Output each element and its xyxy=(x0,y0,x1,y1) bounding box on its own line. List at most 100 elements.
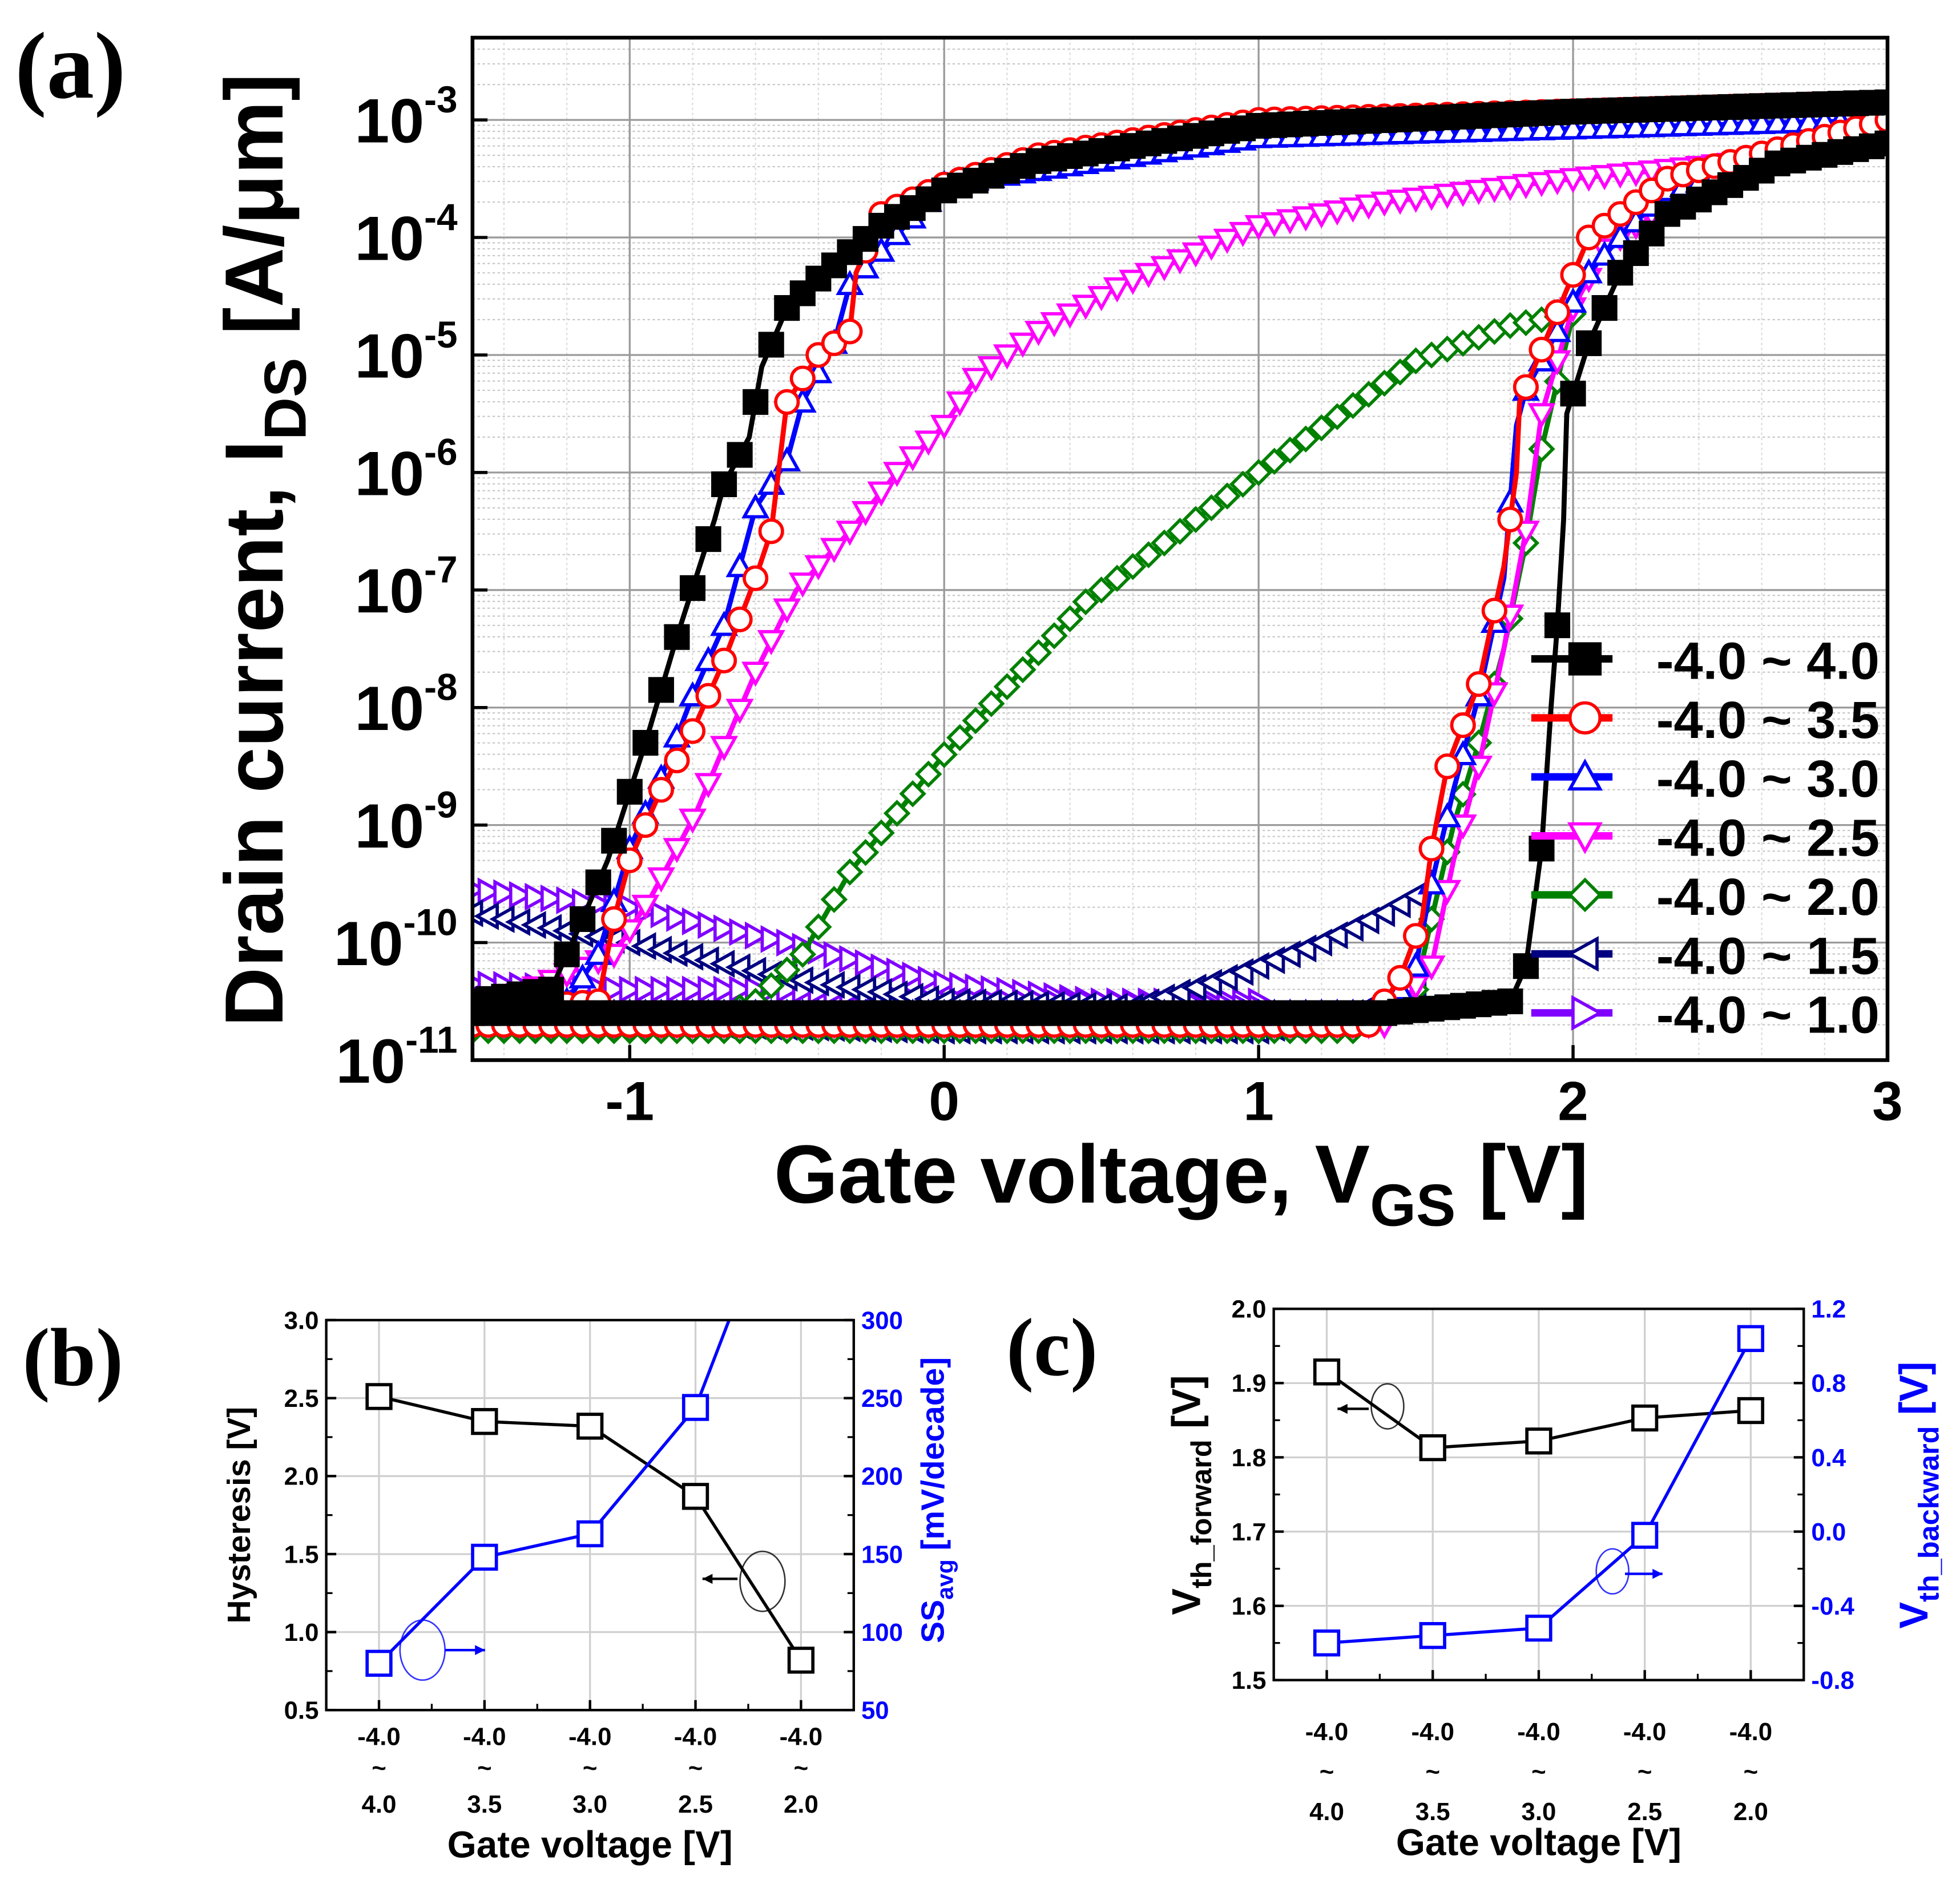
data-point xyxy=(977,356,1006,382)
data-point xyxy=(837,318,863,345)
y-axis-title-left: Hysteresis [V] xyxy=(221,1407,257,1624)
series-Vth_backward xyxy=(1313,1325,1765,1657)
data-point xyxy=(1543,170,1572,196)
y-tick-base: 10 xyxy=(354,439,424,509)
legend-item: -4.0 ~ 4.0 xyxy=(1531,632,1880,690)
data-point xyxy=(713,975,739,1004)
legend-marker xyxy=(1567,877,1603,913)
data-point xyxy=(681,1483,709,1510)
y-tick-base: 10 xyxy=(354,556,424,626)
data-point xyxy=(648,677,674,703)
panel-c-threshold-voltage: 1.5 -0.8 1.6 -0.4 1.7 0.0 1.8 0.4 1.9 0.8 2.0 1.2 -4… xyxy=(1164,1296,1945,1863)
data-point xyxy=(556,886,582,914)
data-point xyxy=(787,1647,815,1674)
series-Hysteresis xyxy=(365,1383,815,1674)
data-point xyxy=(647,867,675,893)
plot-frame xyxy=(325,1318,855,1712)
data-point xyxy=(585,869,611,895)
y-tick-base: 10 xyxy=(354,674,424,744)
data-point xyxy=(1056,303,1084,329)
legend-label: -4.0 ~ 3.5 xyxy=(1656,691,1880,749)
x-category-label-line: 2.0 xyxy=(784,1790,818,1818)
data-point xyxy=(918,965,943,994)
data-point xyxy=(713,914,739,943)
data-point xyxy=(757,972,785,999)
data-point xyxy=(570,906,596,932)
data-point xyxy=(1874,89,1888,115)
data-point xyxy=(820,886,848,913)
data-point xyxy=(1525,1427,1552,1455)
data-point xyxy=(1527,172,1556,197)
y-axis-title-right-tail: [mV/decade] xyxy=(914,1357,951,1559)
data-point xyxy=(1313,1358,1341,1386)
data-point xyxy=(1525,1615,1552,1642)
data-point xyxy=(711,471,737,498)
data-point xyxy=(1496,176,1525,201)
hysteresis-axis-indicator-circle xyxy=(739,1550,786,1612)
x-category-label-line: -4.0 xyxy=(780,1723,822,1751)
x-axis-title-sub: GS xyxy=(1370,1173,1455,1239)
data-point xyxy=(1417,955,1446,981)
data-point xyxy=(1056,605,1084,632)
data-point xyxy=(1292,206,1320,232)
data-point xyxy=(1119,269,1147,295)
data-point xyxy=(1419,1434,1446,1462)
data-point xyxy=(1323,200,1352,226)
y-tick-label-right: -0.4 xyxy=(1811,1592,1854,1620)
x-category-label-line: 3.5 xyxy=(467,1790,502,1818)
series-SSavg xyxy=(365,1320,731,1677)
data-point xyxy=(930,741,958,768)
plot-area xyxy=(472,89,1888,1045)
data-point xyxy=(1025,639,1052,667)
x-category-label-line: 2.5 xyxy=(1627,1798,1662,1826)
data-point xyxy=(1072,588,1099,616)
data-point xyxy=(836,521,864,546)
data-point xyxy=(1197,235,1226,261)
data-point xyxy=(1450,712,1476,739)
data-point xyxy=(758,518,784,544)
backward-axis-indicator-arrow-icon xyxy=(1652,1568,1663,1579)
data-point xyxy=(619,975,644,1004)
data-point xyxy=(930,414,958,441)
y-tick-base: 10 xyxy=(354,87,424,156)
data-point xyxy=(1354,194,1383,220)
y-tick-exponent: -3 xyxy=(424,79,457,120)
x-category-label-line: -4.0 xyxy=(674,1723,717,1751)
y-tick-label: 10-7 xyxy=(354,549,457,627)
x-category-label-line: -4.0 xyxy=(1411,1718,1454,1746)
y-axis-title-right-main: V xyxy=(1892,1602,1936,1629)
data-point xyxy=(603,975,629,1003)
x-category-label-line: 2.5 xyxy=(678,1790,713,1818)
y-axis-title-right-sub: avg xyxy=(931,1559,958,1600)
x-category-label-line: -4.0 xyxy=(1517,1718,1560,1746)
data-point xyxy=(946,391,974,417)
data-point xyxy=(757,630,785,656)
data-point xyxy=(1419,1622,1446,1649)
data-point xyxy=(852,838,880,866)
data-point xyxy=(650,975,676,1004)
data-point xyxy=(1151,529,1178,557)
data-point xyxy=(666,903,692,932)
x-category-label-line: ~ xyxy=(372,1754,386,1782)
data-point xyxy=(631,894,660,920)
legend-item: -4.0 ~ 3.0 xyxy=(1531,750,1880,808)
data-point xyxy=(993,673,1021,700)
x-category-label-line: ~ xyxy=(477,1754,492,1782)
data-point xyxy=(525,882,550,911)
y-tick-label-left: 1.6 xyxy=(1232,1592,1267,1620)
plot-frame xyxy=(1272,1308,1805,1681)
data-point xyxy=(1182,506,1209,533)
data-point xyxy=(1306,928,1332,957)
data-point xyxy=(1591,295,1618,321)
x-category-label-line: 4.0 xyxy=(362,1790,397,1818)
forward-axis-indicator-arrow-icon xyxy=(1337,1403,1348,1414)
x-category-label-line: 3.5 xyxy=(1415,1798,1450,1826)
data-point xyxy=(914,430,943,456)
y-tick-label: 10-11 xyxy=(336,1019,457,1096)
y-tick-label-left: 1.8 xyxy=(1232,1444,1267,1472)
y-tick-label-left: 1.0 xyxy=(284,1619,319,1647)
data-point xyxy=(729,918,755,946)
x-category-label-line: ~ xyxy=(1531,1758,1546,1786)
data-point xyxy=(1466,671,1492,697)
